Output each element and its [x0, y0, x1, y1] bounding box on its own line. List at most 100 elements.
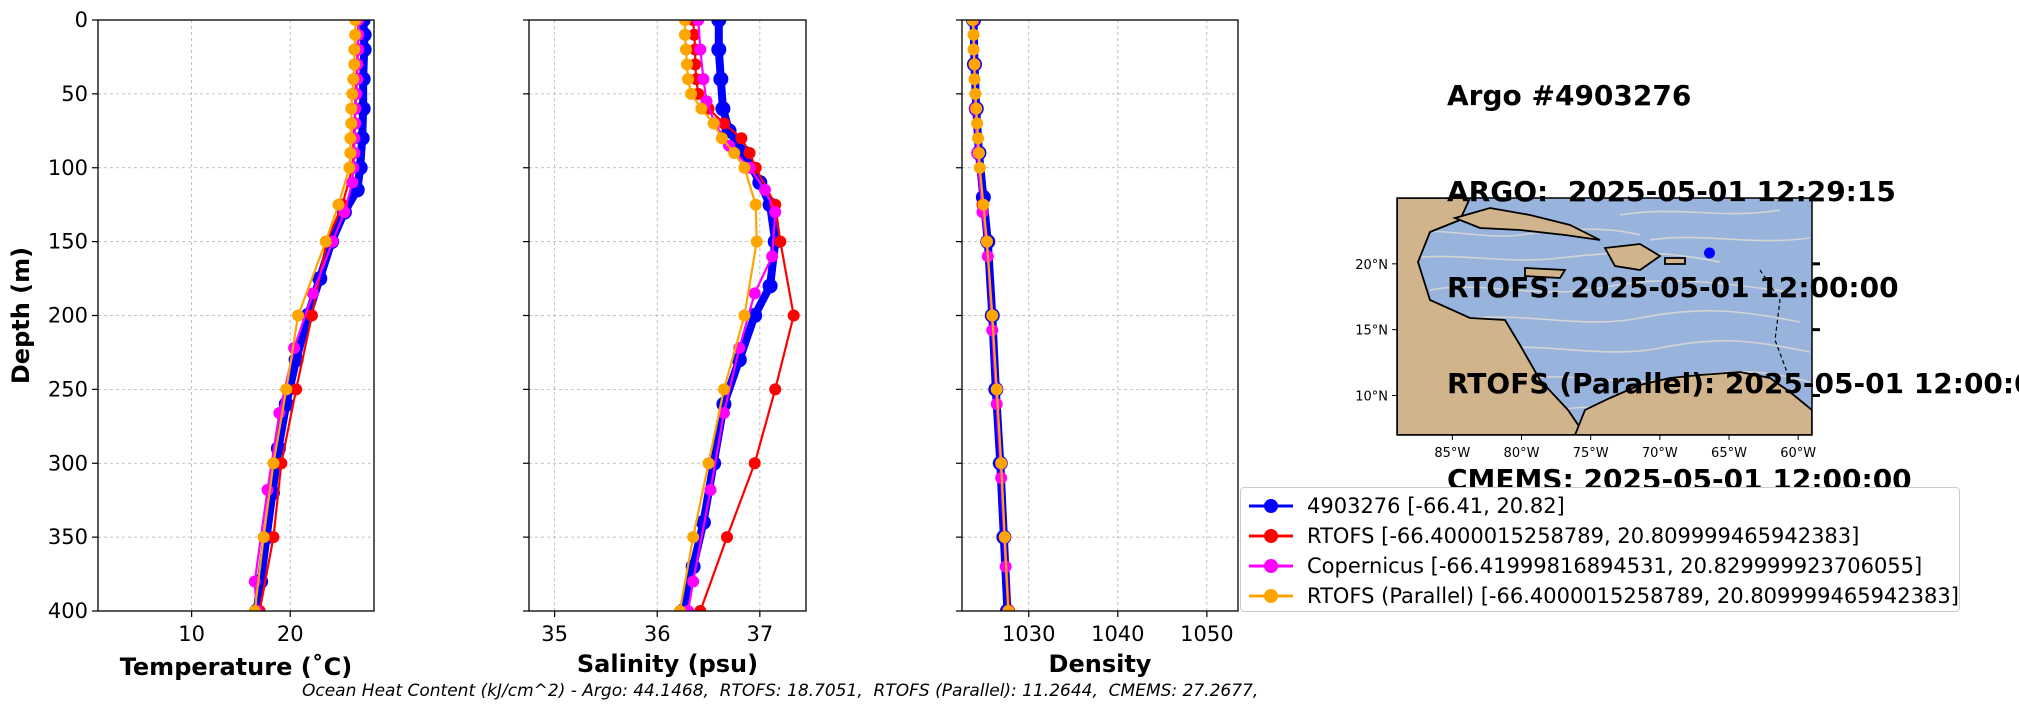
x-tick-label: 1050	[1180, 622, 1233, 646]
data-point-argo	[711, 20, 727, 28]
data-point-rtofs	[748, 457, 761, 470]
data-point-rtofs-parallel	[973, 161, 986, 174]
data-point-copernicus	[748, 287, 761, 300]
data-point-copernicus	[717, 407, 730, 420]
data-point-rtofs-parallel	[349, 20, 362, 26]
legend-label-argo: 4903276 [-66.41, 20.82]	[1307, 494, 1565, 518]
data-point-rtofs-parallel	[968, 58, 981, 71]
map-x-tick-label: 65°W	[1711, 446, 1747, 461]
land-mass	[1664, 257, 1686, 265]
y-tick-label: 0	[75, 8, 88, 32]
data-point-rtofs	[787, 309, 800, 322]
series-line-copernicus	[686, 20, 777, 611]
map-x-tick-label: 75°W	[1573, 446, 1609, 461]
data-point-rtofs-parallel	[346, 87, 359, 100]
data-point-rtofs-parallel	[319, 235, 332, 248]
data-point-rtofs-parallel	[345, 117, 358, 130]
data-point-rtofs-parallel	[257, 531, 270, 544]
title-line-argo: ARGO: 2025-05-01 12:29:15	[1447, 175, 1896, 208]
streamline	[1399, 228, 1641, 237]
land-mass	[1603, 243, 1662, 271]
map-x-tick-label: 70°W	[1642, 446, 1678, 461]
map-x-tick-label: 80°W	[1504, 446, 1540, 461]
streamline	[1479, 339, 1811, 353]
data-point-rtofs	[769, 383, 782, 396]
x-tick-label: 35	[541, 622, 568, 646]
data-point-rtofs-parallel	[345, 102, 358, 115]
data-point-rtofs-parallel	[971, 117, 984, 130]
data-point-copernicus	[346, 176, 359, 189]
data-point-copernicus	[687, 575, 700, 588]
data-point-rtofs-parallel	[990, 383, 1003, 396]
legend-entry-argo: 4903276 [-66.41, 20.82]	[1241, 491, 1959, 521]
data-point-rtofs-parallel	[280, 383, 293, 396]
data-point-rtofs-parallel	[738, 161, 751, 174]
data-point-rtofs-parallel	[986, 309, 999, 322]
x-tick-label: 36	[644, 622, 671, 646]
legend-swatch-rtofs	[1249, 529, 1293, 543]
streamline	[1459, 309, 1801, 323]
data-point-rtofs-parallel	[695, 102, 708, 115]
title-line-float: Argo #4903276	[1447, 79, 1692, 112]
legend-label-rtofs: RTOFS [-66.4000015258789, 20.80999946594…	[1307, 524, 1860, 548]
data-point-rtofs	[735, 132, 748, 145]
y-tick-label: 400	[48, 599, 88, 623]
data-point-rtofs-parallel	[966, 20, 979, 26]
data-point-rtofs	[743, 146, 756, 159]
data-point-rtofs-parallel	[970, 102, 983, 115]
data-point-rtofs-parallel	[343, 161, 356, 174]
data-point-rtofs-parallel	[332, 198, 345, 211]
data-point-rtofs	[305, 309, 318, 322]
data-point-rtofs-parallel	[680, 58, 693, 71]
data-point-rtofs	[688, 28, 701, 41]
data-point-rtofs-parallel	[728, 146, 741, 159]
data-point-copernicus	[769, 206, 782, 219]
streamline	[1429, 279, 1791, 293]
title-line-rtofs-parallel: RTOFS (Parallel): 2025-05-01 12:00:00	[1447, 367, 2019, 400]
data-point-rtofs-parallel	[972, 132, 985, 145]
data-point-rtofs	[694, 605, 707, 611]
data-point-rtofs-parallel	[682, 73, 695, 86]
land-mass	[1452, 207, 1601, 241]
data-point-rtofs-parallel	[348, 43, 361, 56]
streamline	[1619, 209, 1781, 216]
data-point-rtofs-parallel	[967, 28, 980, 41]
legend-swatch-argo	[1249, 499, 1293, 513]
data-point-copernicus	[261, 483, 274, 496]
map-x-tick-label: 60°W	[1780, 446, 1816, 461]
data-point-rtofs-parallel	[349, 28, 362, 41]
series-rtofs-parallel	[966, 20, 1015, 611]
map-frame	[1396, 197, 1813, 436]
data-point-rtofs-parallel	[738, 309, 751, 322]
legend-entry-copernicus: Copernicus [-66.41999816894531, 20.82999…	[1241, 551, 1959, 581]
data-point-rtofs	[774, 235, 787, 248]
series-rtofs-parallel	[673, 20, 763, 611]
series-copernicus	[682, 20, 782, 611]
data-point-argo	[713, 71, 729, 87]
land-mass	[1524, 267, 1567, 279]
boundary-line	[1759, 269, 1791, 381]
map-x-tick-label: 85°W	[1434, 446, 1470, 461]
data-point-rtofs-parallel	[980, 235, 993, 248]
data-point-rtofs	[717, 117, 730, 130]
data-point-copernicus	[306, 287, 319, 300]
panel-temperature-c: 10 20050100150200250300350400Temperature …	[7, 8, 375, 681]
y-tick-label: 200	[48, 304, 88, 328]
title-line-rtofs: RTOFS: 2025-05-01 12:00:00	[1447, 271, 1899, 304]
data-point-rtofs	[290, 383, 303, 396]
data-point-rtofs	[721, 531, 734, 544]
data-point-argo	[711, 42, 727, 58]
data-point-argo	[762, 278, 778, 294]
data-point-rtofs-parallel	[347, 73, 360, 86]
map-content	[1397, 198, 1812, 435]
y-tick-label: 100	[48, 156, 88, 180]
x-tick-label: 37	[746, 622, 773, 646]
data-point-rtofs-parallel	[248, 605, 261, 611]
data-point-rtofs-parallel	[685, 87, 698, 100]
float-position-marker	[1703, 247, 1715, 259]
data-point-rtofs-parallel	[750, 235, 763, 248]
series-rtofs-parallel	[248, 20, 362, 611]
data-point-argo	[715, 101, 731, 117]
legend-swatch-rtofs-parallel	[1249, 589, 1293, 603]
y-tick-label: 350	[48, 525, 88, 549]
